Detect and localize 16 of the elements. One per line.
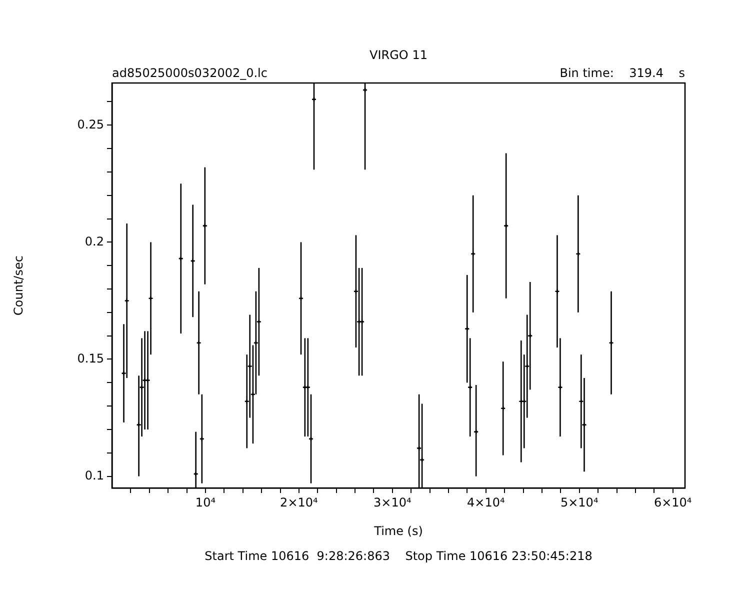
x-axis-title: Time (s) bbox=[373, 524, 423, 538]
chart-subtitle: ad85025000s032002_0.lc bbox=[112, 66, 268, 80]
x-tick-label: 4×10⁴ bbox=[467, 495, 505, 510]
text: Start Time 10616 9:28:26:863 Stop Time 10616 23:50:45:218 bbox=[204, 549, 592, 563]
chart-title: VIRGO 11 bbox=[370, 48, 428, 62]
y-tick-label: 0.15 bbox=[77, 351, 104, 366]
x-tick-label: 3×10⁴ bbox=[374, 495, 412, 510]
x-tick-label: 2×10⁴ bbox=[280, 495, 318, 510]
x-tick-label: 6×10⁴ bbox=[654, 495, 692, 510]
y-axis-title: Count/sec bbox=[11, 256, 26, 316]
x-tick-label: 5×10⁴ bbox=[560, 495, 598, 510]
y-tick-label: 0.25 bbox=[77, 117, 104, 132]
x-tick-label: 10⁴ bbox=[195, 495, 216, 510]
text: Bin time: 319.4 s bbox=[560, 66, 685, 80]
y-tick-label: 0.2 bbox=[84, 234, 104, 248]
y-tick-label: 0.1 bbox=[84, 468, 104, 482]
